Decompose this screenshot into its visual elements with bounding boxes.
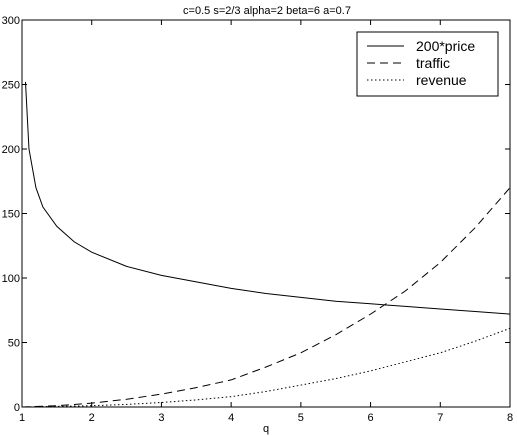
legend-label: 200*price <box>416 38 475 54</box>
x-tick-label: 3 <box>158 412 164 424</box>
x-tick-label: 1 <box>19 412 25 424</box>
y-tick-label: 150 <box>2 209 20 221</box>
legend-label: traffic <box>416 55 450 71</box>
x-tick-label: 2 <box>89 412 95 424</box>
y-tick-label: 250 <box>2 80 20 92</box>
series-line-traffic <box>21 187 511 408</box>
y-tick-label: 200 <box>2 144 20 156</box>
x-tick-label: 5 <box>298 412 304 424</box>
x-tick-label: 4 <box>228 412 234 424</box>
series-line-200-price <box>24 81 511 315</box>
y-tick-label: 300 <box>2 15 20 27</box>
chart-title: c=0.5 s=2/3 alpha=2 beta=6 a=0.7 <box>183 5 351 17</box>
series-layer <box>21 81 511 408</box>
y-tick-label: 50 <box>8 338 20 350</box>
legend-box <box>356 31 499 97</box>
y-tick-label: 0 <box>14 402 20 414</box>
series-line-revenue <box>21 327 511 408</box>
x-tick-label: 8 <box>507 412 513 424</box>
x-tick-label: 6 <box>368 412 374 424</box>
y-tick-label: 100 <box>2 273 20 285</box>
x-tick-label: 7 <box>437 412 443 424</box>
legend-label: revenue <box>416 72 467 88</box>
x-axis-label: q <box>263 423 269 435</box>
ticks-layer: 1 2 3 4 5 6 7 8 0 50 100 150 200 250 300 <box>2 15 513 424</box>
